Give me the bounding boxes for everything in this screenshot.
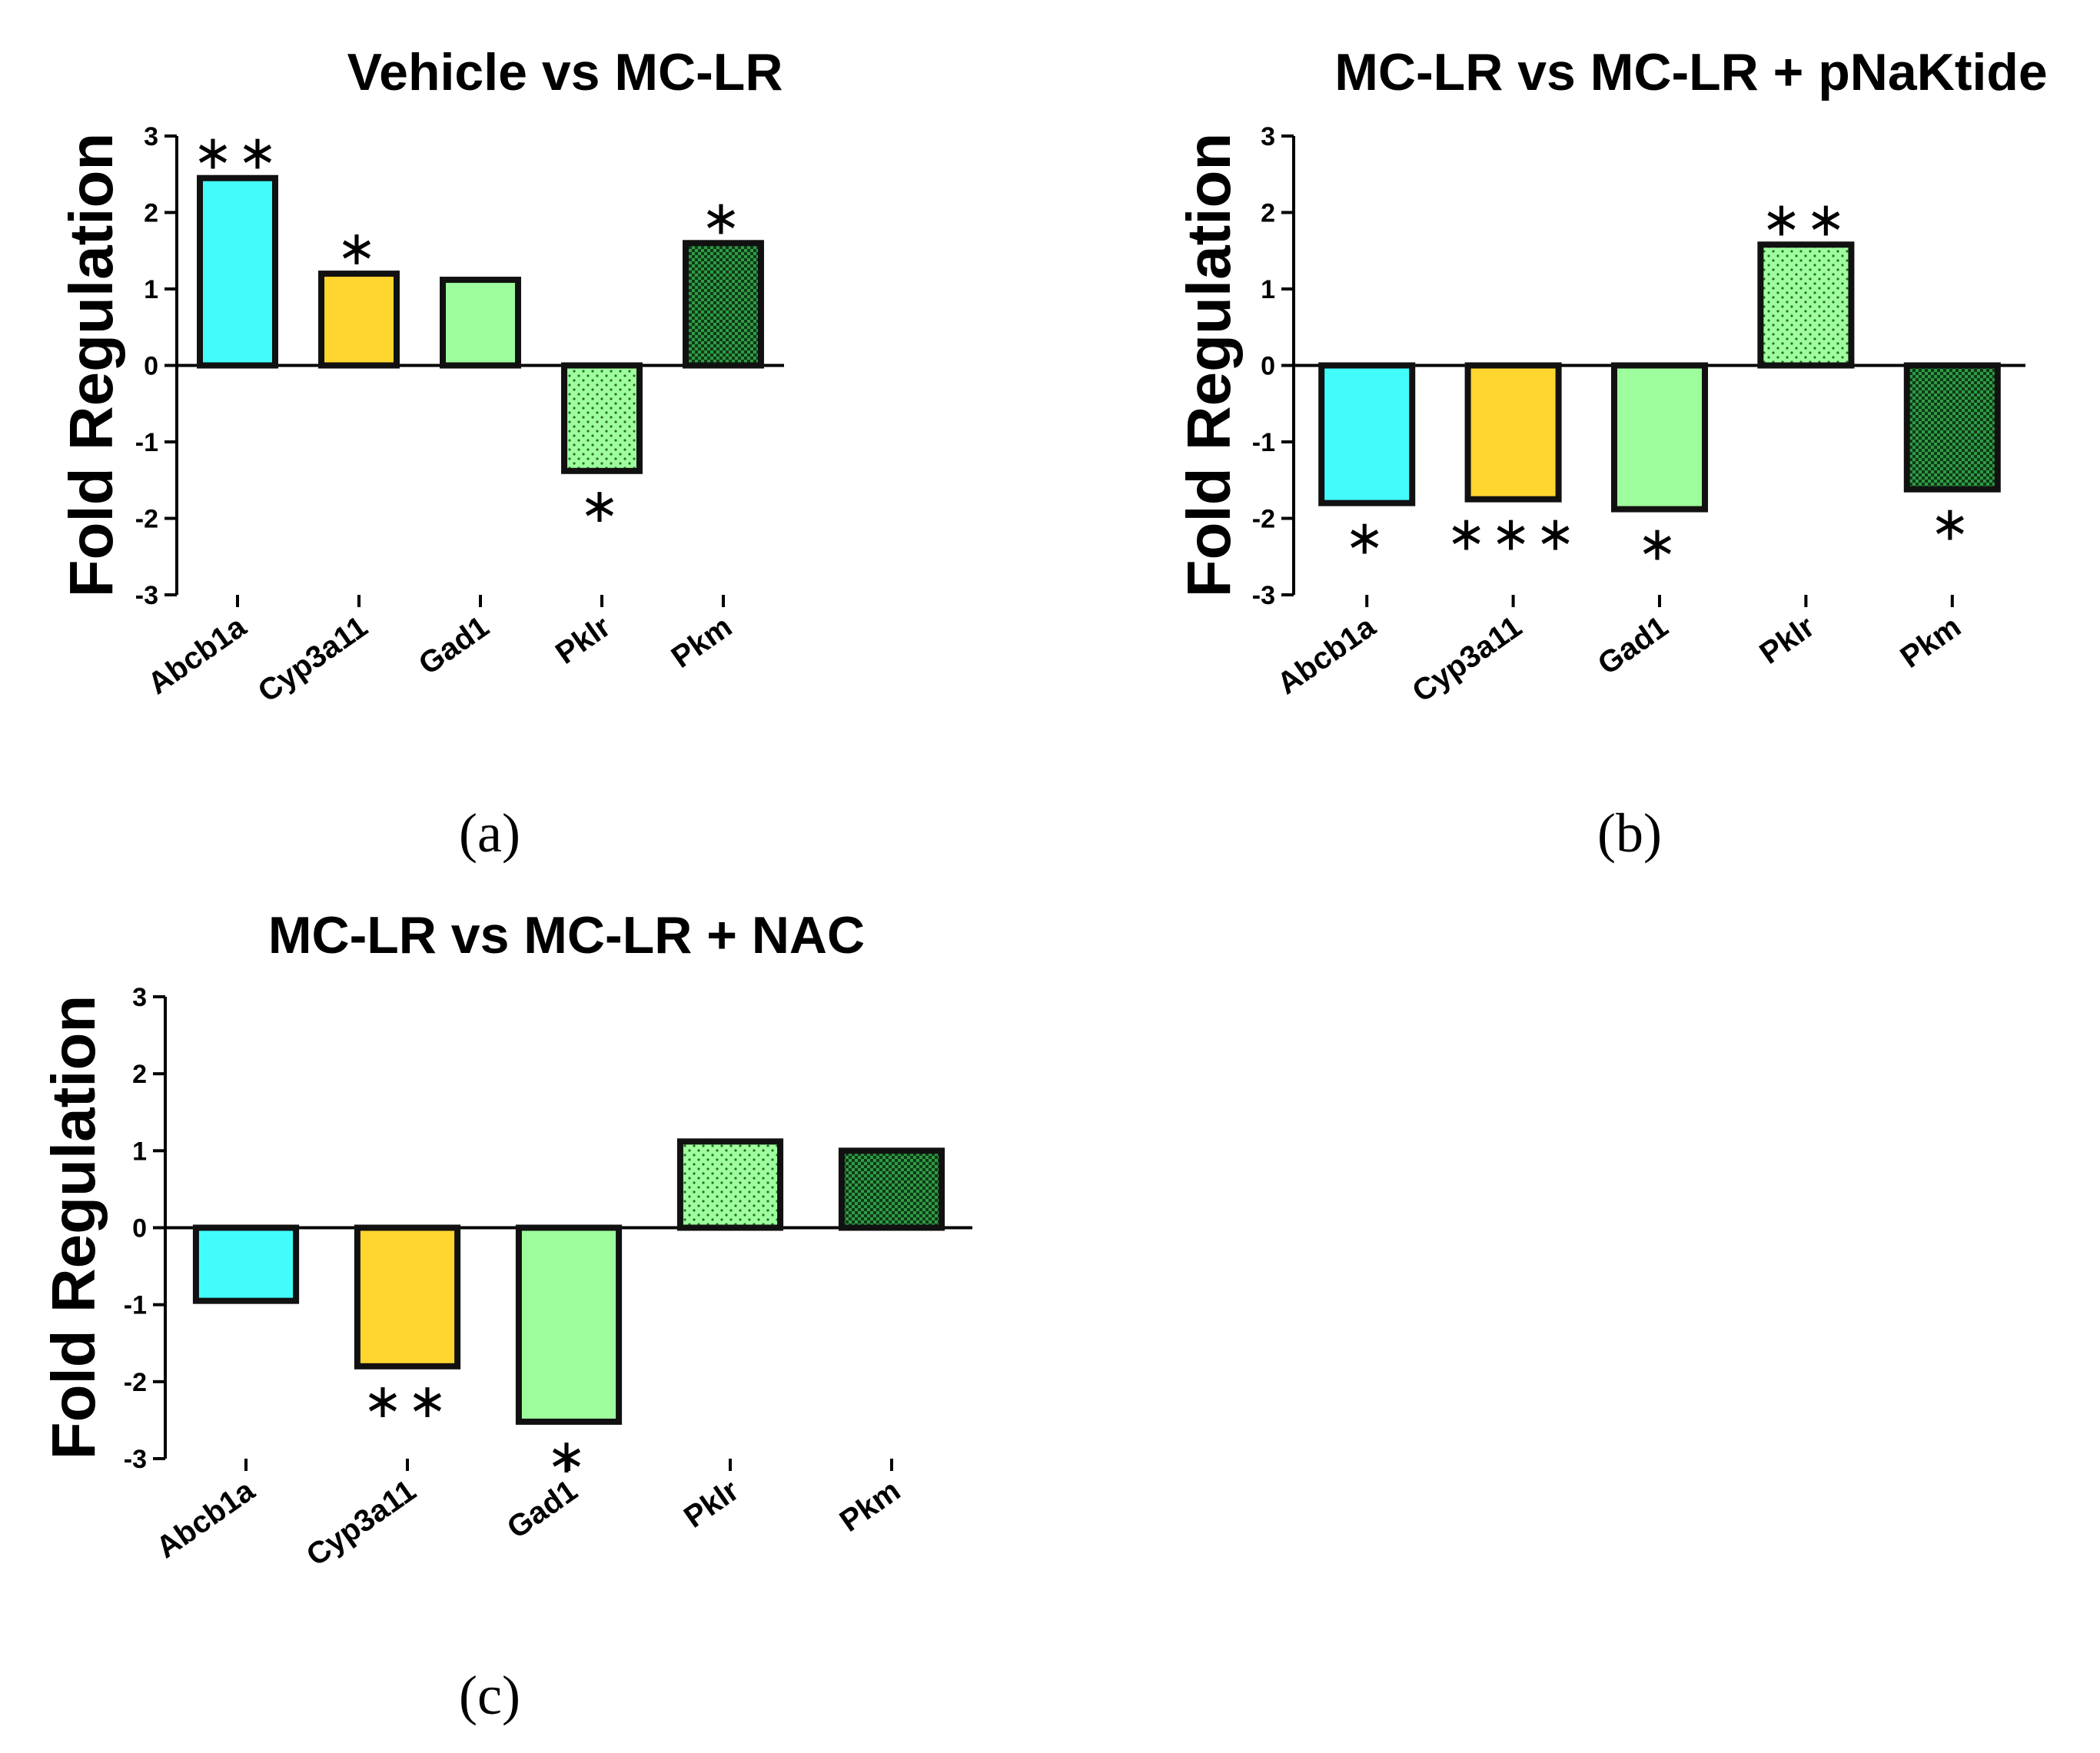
y-tick-label: 3	[132, 983, 147, 1012]
y-tick-label: 3	[144, 122, 158, 151]
panel-letter: (c)	[459, 1665, 520, 1726]
y-axis-label: Fold Regulation	[57, 133, 125, 597]
bar-gad1	[440, 277, 521, 369]
category-label: Gad1	[501, 1473, 583, 1545]
bar-abcb1a	[192, 1224, 300, 1304]
bar-pkm	[838, 1147, 945, 1231]
significance-marker: ∗	[1344, 510, 1389, 566]
bar-pklr	[561, 362, 643, 474]
y-tick-label: -2	[124, 1368, 147, 1397]
category-label: Cyp3a11	[1407, 609, 1528, 709]
bar-cyp3a11	[318, 271, 400, 369]
bar-pklr	[676, 1138, 784, 1231]
y-tick-label: -2	[135, 505, 158, 534]
bar-cyp3a11	[354, 1224, 461, 1370]
category-label: Pkm	[666, 609, 738, 675]
category-label: Pklr	[550, 609, 616, 670]
y-tick-label: 0	[132, 1214, 147, 1243]
chart-panel-3: MC-LR vs MC-LR + NAC Fold Regulation 3 2 1 0 -…	[39, 906, 972, 1726]
significance-marker: ∗∗	[1761, 191, 1850, 247]
charts-root: Vehicle vs MC-LR Fold Regulation 3 2 1 0 -1 -2 -…	[39, 43, 2048, 1726]
category-label: Gad1	[413, 609, 495, 681]
y-tick-label: 0	[1261, 352, 1275, 381]
y-tick-label: -1	[135, 428, 158, 457]
category-label: Cyp3a11	[301, 1473, 422, 1572]
chart-title: Vehicle vs MC-LR	[347, 43, 783, 101]
significance-marker: ∗∗	[193, 125, 282, 181]
y-tick-label: 1	[144, 275, 158, 304]
significance-marker: ∗	[1930, 496, 1975, 552]
chart-title: MC-LR vs MC-LR + NAC	[268, 906, 865, 964]
category-label: Pkm	[1895, 609, 1967, 675]
significance-marker: ∗	[701, 189, 746, 245]
significance-marker: ∗	[337, 220, 381, 276]
y-tick-label: 2	[132, 1060, 147, 1089]
y-tick-label: 2	[144, 199, 158, 228]
chart-title: MC-LR vs MC-LR + pNaKtide	[1334, 43, 2047, 101]
category-label: Cyp3a11	[252, 609, 374, 709]
y-axis-label: Fold Regulation	[1175, 133, 1243, 597]
bar-pkm	[683, 240, 764, 369]
bar-cyp3a11	[1464, 362, 1562, 503]
significance-marker: ∗∗	[363, 1373, 452, 1429]
y-tick-label: -2	[1252, 505, 1275, 534]
significance-marker: ∗	[547, 1428, 591, 1484]
category-label: Abcb1a	[142, 609, 253, 701]
y-tick-label: -1	[124, 1291, 147, 1320]
bar-abcb1a	[1318, 362, 1416, 506]
bar-pklr	[1757, 241, 1855, 369]
category-label: Pklr	[678, 1473, 745, 1534]
chart-panel-1: Vehicle vs MC-LR Fold Regulation 3 2 1 0 -1 -2 -…	[57, 43, 784, 864]
panel-letter: (b)	[1597, 802, 1662, 864]
category-label: Gad1	[1592, 609, 1674, 681]
y-tick-label: 1	[1261, 275, 1275, 304]
category-label: Pkm	[834, 1473, 906, 1539]
y-tick-label: 2	[1261, 199, 1275, 228]
y-axis-label: Fold Regulation	[39, 995, 108, 1459]
bar-abcb1a	[197, 174, 278, 369]
significance-marker: ∗	[580, 477, 624, 533]
y-tick-label: -3	[135, 581, 158, 610]
y-tick-label: 1	[132, 1137, 147, 1166]
significance-marker: ∗∗∗	[1447, 506, 1580, 562]
category-label: Abcb1a	[151, 1473, 261, 1565]
significance-marker: ∗	[1637, 516, 1682, 572]
category-label: Pklr	[1753, 609, 1820, 670]
bar-gad1	[1610, 362, 1709, 513]
y-tick-label: -3	[1252, 581, 1275, 610]
panel-letter: (a)	[459, 802, 520, 864]
bar-pkm	[1903, 362, 2001, 493]
bar-gad1	[515, 1224, 623, 1425]
chart-panel-2: MC-LR vs MC-LR + pNaKtide Fold Regulation…	[1175, 43, 2048, 864]
y-tick-label: -1	[1252, 428, 1275, 457]
y-tick-label: 3	[1261, 122, 1275, 151]
y-tick-label: -3	[124, 1445, 147, 1474]
category-label: Abcb1a	[1271, 609, 1382, 701]
y-tick-label: 0	[144, 352, 158, 381]
